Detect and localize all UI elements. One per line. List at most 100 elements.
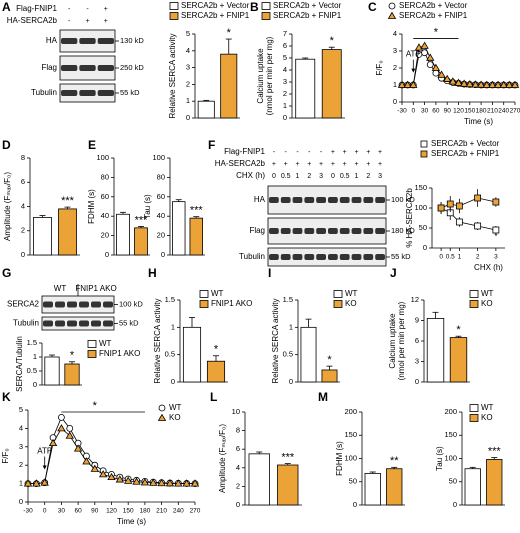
band-label: Flag xyxy=(41,63,57,72)
bar xyxy=(172,201,186,256)
significance: * xyxy=(327,354,332,366)
y-tick-label: 100 xyxy=(444,453,457,462)
point xyxy=(140,478,150,486)
x-tick-label: 210 xyxy=(487,108,498,115)
x-axis-label: CHX (h) xyxy=(474,263,503,272)
bar xyxy=(197,100,215,119)
blot-band xyxy=(91,320,101,327)
blot-band xyxy=(55,320,65,327)
blot-band xyxy=(316,228,326,234)
blot-row-label: Flag-FNIP1 xyxy=(224,147,265,156)
blot-sign: + xyxy=(272,161,276,168)
blot-sign: 0 xyxy=(272,173,276,180)
blot-sign: + xyxy=(354,149,358,156)
x-tick-label: 0 xyxy=(439,254,443,261)
blot-band xyxy=(269,197,279,203)
y-tick-label: 3 xyxy=(415,356,419,365)
y-tick-label: 40 xyxy=(101,211,109,220)
x-tick-label: 30 xyxy=(58,508,66,515)
blot-band xyxy=(316,197,326,203)
legend-label: SERCA2b + Vector xyxy=(431,139,500,148)
y-tick-label: 1 xyxy=(19,479,23,488)
y-tick-label: 7 xyxy=(283,29,287,38)
band-size: 55 kD xyxy=(120,88,140,97)
blot-sign: 0.5 xyxy=(281,173,291,180)
blot-sign: + xyxy=(104,18,108,25)
band-label: HA xyxy=(46,36,58,45)
point xyxy=(493,80,503,88)
x-tick-label: -30 xyxy=(23,508,33,515)
y-tick-label: 0.5 xyxy=(165,350,175,359)
point xyxy=(397,80,407,88)
y-tick-label: 4 xyxy=(236,463,240,472)
y-tick-label: 80 xyxy=(101,172,109,181)
blot-band xyxy=(43,320,53,327)
significance: *** xyxy=(135,214,149,226)
blot-band xyxy=(375,228,385,234)
y-tick-label: 100 xyxy=(152,153,165,162)
legend-marker xyxy=(169,12,179,20)
y-tick-label: 2 xyxy=(393,63,397,72)
y-axis-label: Relative SERCA activity xyxy=(168,34,177,119)
panel-label: F xyxy=(208,138,215,152)
y-axis-label: (nmol per min per mg) xyxy=(397,301,406,380)
blot-sign: 1 xyxy=(355,173,359,180)
blot-band xyxy=(269,254,279,260)
point xyxy=(510,80,520,88)
y-tick-label: 150 xyxy=(414,183,427,192)
y-axis-label: F/F₀ xyxy=(375,60,384,75)
blot-sign: - xyxy=(308,149,311,156)
blot-group: FNIP1 AKO xyxy=(75,284,116,293)
point xyxy=(409,80,418,88)
blot-sign: 3 xyxy=(319,173,323,180)
blot-sign: - xyxy=(285,149,288,156)
legend-label: SERCA2b + Vector xyxy=(399,1,468,10)
blot-band xyxy=(79,301,89,308)
bar xyxy=(33,217,52,256)
x-tick-label: 0 xyxy=(43,508,47,515)
legend-marker xyxy=(469,404,479,412)
x-tick-label: 1 xyxy=(458,254,462,261)
y-tick-label: 100 xyxy=(414,203,427,212)
y-tick-label: 8 xyxy=(21,153,25,162)
significance: * xyxy=(70,350,75,362)
significance: * xyxy=(330,35,335,47)
blot-band xyxy=(351,254,362,260)
blot-sign: 0 xyxy=(331,173,335,180)
y-tick-label: 0 xyxy=(423,243,427,252)
band-size: 55 kD xyxy=(391,252,411,261)
blot-band xyxy=(316,254,326,260)
legend-marker xyxy=(388,2,396,10)
point xyxy=(446,200,454,208)
blot-band xyxy=(43,301,53,308)
y-tick-label: 12 xyxy=(411,295,419,304)
blot-band xyxy=(292,254,303,260)
point xyxy=(505,80,514,88)
blot-band xyxy=(351,228,362,234)
y-axis-label: Calcium uptake xyxy=(388,313,397,369)
band-size: 100 kD xyxy=(391,195,415,204)
point xyxy=(454,78,463,86)
blot-sign: - xyxy=(296,149,299,156)
x-axis-label: Time (s) xyxy=(117,517,146,526)
x-tick-label: 240 xyxy=(498,108,509,115)
y-tick-label: 50 xyxy=(449,477,457,486)
legend-label: SERCA2b + FNIP1 xyxy=(273,11,342,20)
bar xyxy=(486,459,503,506)
x-axis-label: Time (s) xyxy=(464,117,493,126)
annotation: ATP xyxy=(406,50,421,59)
x-tick-label: 180 xyxy=(476,108,487,115)
y-tick-label: 6 xyxy=(21,177,25,186)
legend-marker xyxy=(420,140,428,148)
point xyxy=(474,222,482,230)
blot-band xyxy=(61,65,78,71)
blot-sign: 0.5 xyxy=(340,173,350,180)
point xyxy=(65,431,74,439)
y-tick-label: 0 xyxy=(415,377,419,386)
blot-sign: 1 xyxy=(296,173,300,180)
point xyxy=(455,218,463,226)
legend-marker xyxy=(199,290,209,298)
significance: *** xyxy=(488,445,502,457)
blot-band xyxy=(97,90,114,96)
